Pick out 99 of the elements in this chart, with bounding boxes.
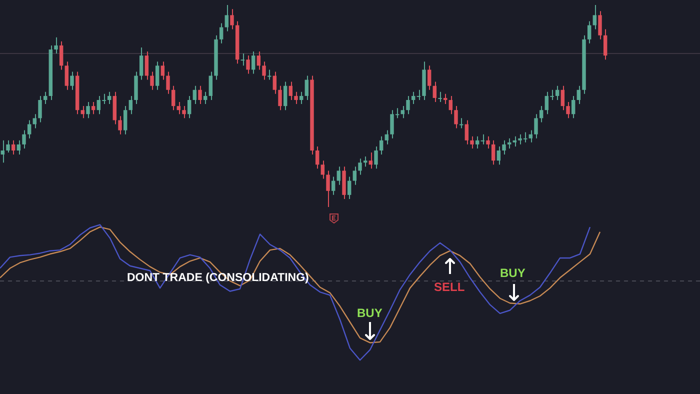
candlestick (22, 130, 26, 149)
candlestick (43, 91, 48, 105)
candlestick (256, 51, 261, 70)
candlestick (166, 71, 170, 94)
candlestick (128, 95, 133, 115)
candlestick (486, 136, 490, 149)
candlestick (571, 95, 576, 119)
candlestick (155, 61, 160, 90)
candlestick (576, 85, 581, 105)
candlestick (16, 140, 21, 156)
candlestick (496, 146, 501, 166)
candlestick (54, 36, 58, 54)
candlestick (224, 4, 229, 32)
candlestick (288, 81, 293, 100)
candlestick (470, 136, 474, 149)
candlestick (208, 71, 213, 100)
annotation: BUY (357, 306, 382, 320)
candlestick (32, 114, 37, 129)
candlestick (251, 51, 256, 74)
candlestick (27, 120, 32, 139)
candlestick (432, 81, 437, 103)
candlestick (6, 140, 10, 154)
candlestick (379, 136, 384, 156)
candlestick (454, 106, 458, 129)
candlestick (368, 152, 373, 170)
candlestick (566, 102, 570, 119)
candlestick (198, 85, 202, 105)
candlestick (294, 91, 298, 105)
candlestick (299, 91, 304, 105)
candlestick (171, 85, 176, 111)
candlestick (139, 46, 144, 80)
candlestick (374, 146, 378, 170)
candlestick (400, 106, 405, 119)
candlestick (315, 146, 320, 170)
candlestick (411, 91, 416, 105)
candlestick (38, 95, 42, 123)
candlestick (534, 114, 538, 139)
candlestick (267, 69, 272, 80)
candlestick (464, 120, 469, 145)
candlestick (598, 10, 602, 40)
candlestick (406, 95, 410, 115)
candlestick (262, 61, 266, 80)
candlestick (272, 71, 277, 94)
candlestick (150, 71, 154, 90)
candlestick (416, 89, 421, 100)
candlestick (448, 95, 453, 115)
candlestick (603, 28, 608, 60)
candlestick (326, 170, 330, 208)
candlestick (459, 118, 464, 129)
candlestick (80, 106, 85, 119)
candlestick (528, 130, 533, 143)
candlestick (358, 158, 362, 176)
candlestick (331, 176, 336, 196)
candlestick (512, 136, 517, 147)
candlestick (555, 85, 560, 100)
candlestick (144, 51, 149, 80)
candlestick (502, 140, 506, 156)
candlestick (320, 160, 325, 180)
candlestick (304, 75, 309, 100)
candlestick (70, 71, 74, 90)
candlestick (192, 85, 197, 105)
candlestick (363, 156, 368, 168)
candlestick (240, 53, 245, 66)
candlestick (347, 176, 352, 200)
candlestick (118, 116, 122, 135)
candlestick (560, 85, 565, 111)
candlestick (443, 93, 448, 105)
candlestick (587, 20, 592, 44)
candlestick (592, 4, 597, 30)
candlestick (278, 85, 282, 111)
candlestick (475, 136, 480, 149)
candlestick (160, 61, 165, 80)
candlestick (352, 166, 357, 186)
candlestick (230, 8, 234, 30)
candlestick (0, 140, 5, 164)
candlestick (64, 61, 69, 90)
candlestick (246, 55, 250, 74)
candlestick (427, 65, 432, 90)
candlestick (86, 102, 90, 119)
candlestick (203, 91, 208, 105)
candlestick (182, 106, 186, 119)
candlestick (438, 91, 442, 103)
candlestick (59, 40, 64, 70)
candlestick (176, 102, 181, 115)
annotation: SELL (434, 280, 465, 294)
candlestick (283, 81, 288, 111)
candlestick (11, 140, 16, 156)
annotation: BUY (500, 266, 526, 280)
candlestick (187, 95, 192, 119)
candlestick (107, 91, 112, 105)
candlestick (507, 138, 512, 149)
candlestick (123, 106, 128, 135)
candlestick (91, 102, 96, 115)
candlestick (539, 106, 544, 123)
candlestick (219, 22, 224, 44)
candlestick (480, 134, 485, 145)
candlestick (491, 140, 496, 166)
candlestick (336, 166, 341, 186)
candlestick (384, 130, 389, 145)
